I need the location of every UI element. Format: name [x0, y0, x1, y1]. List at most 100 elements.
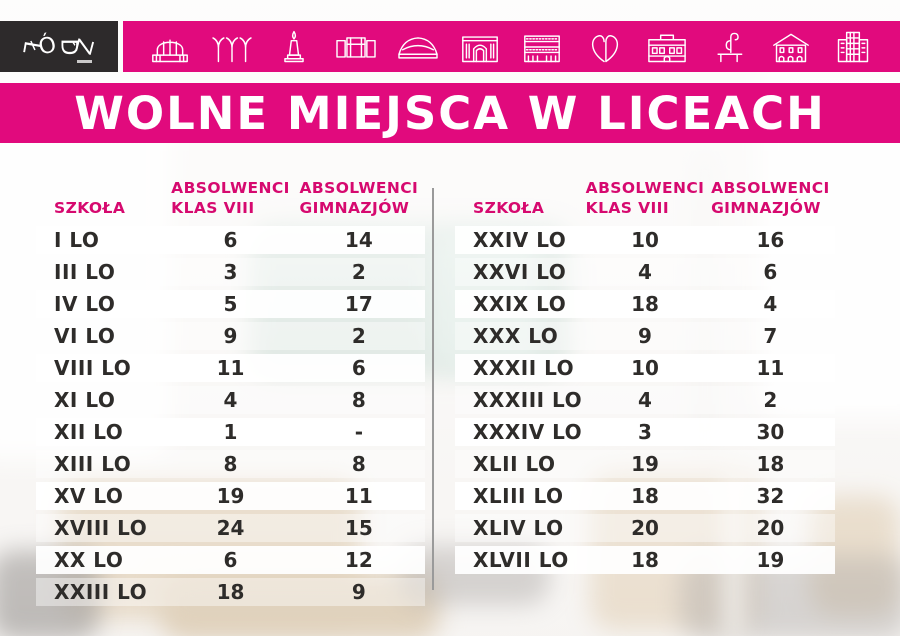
table-row: XXXIII LO 4 2: [455, 386, 835, 414]
bench-sculpture-icon: [706, 27, 752, 67]
cell-school: XXXIII LO: [473, 388, 583, 412]
cell-value: 6: [763, 260, 778, 284]
cell-value: 8: [351, 388, 366, 412]
cell-school: XLIII LO: [473, 484, 564, 508]
header-line: ABSOLWENCI: [585, 178, 705, 197]
table-row: XXXII LO 10 11: [455, 354, 835, 382]
cell-school: XII LO: [54, 420, 124, 444]
cell-value: 4: [223, 388, 238, 412]
lodz-logo-submark: [77, 60, 92, 63]
table-row: XXIV LO 10 16: [455, 226, 835, 254]
cell-value: 18: [631, 484, 659, 508]
table-row: XXXIV LO 3 30: [455, 418, 835, 446]
column-header-school: SZKOŁA: [473, 198, 545, 217]
cell-value: 19: [756, 548, 785, 572]
table-row: XLIII LO 18 32: [455, 482, 835, 510]
cell-value: 32: [756, 484, 785, 508]
table-row: XII LO 1 -: [36, 418, 425, 446]
cell-value: 4: [638, 388, 652, 412]
landmark-icons-banner: [123, 21, 900, 72]
cell-value: 2: [351, 260, 366, 284]
cell-value: 18: [756, 452, 785, 476]
heart-sculpture-icon: [582, 27, 628, 67]
table-row: III LO 3 2: [36, 258, 425, 286]
cell-value: 4: [763, 292, 778, 316]
table-divider: [432, 188, 434, 590]
header-line: ABSOLWENCI: [171, 178, 290, 197]
cell-school: VI LO: [54, 324, 116, 348]
left-table-rows: I LO 6 14 III LO 3 2 IV LO 5 17 VI LO 9 2 VIII LO 11 6…: [36, 226, 425, 606]
right-table-rows: XXIV LO 10 16 XXVI LO 4 6 XXIX LO 18 4 XXX LO 9 7 XX…: [455, 226, 835, 574]
cell-school: XXIX LO: [473, 292, 567, 316]
column-header-klas-viii: ABSOLWENCI KLAS VIII: [584, 178, 706, 218]
cell-school: XXIV LO: [473, 228, 567, 252]
table-row: XLVII LO 18 19: [455, 546, 835, 574]
header-line: GIMNAZJÓW: [711, 198, 821, 217]
cell-value: 1: [223, 420, 238, 444]
cell-value: 9: [223, 324, 238, 348]
table-row: I LO 6 14: [36, 226, 425, 254]
cell-value: 9: [638, 324, 652, 348]
table-row: XLIV LO 20 20: [455, 514, 835, 542]
layered-building-icon: [519, 27, 565, 67]
table-row: XXVI LO 4 6: [455, 258, 835, 286]
cell-school: XVIII LO: [54, 516, 148, 540]
palace-icon: [644, 27, 690, 67]
cell-school: XLII LO: [473, 452, 556, 476]
left-table-header: SZKOŁA ABSOLWENCI KLAS VIII ABSOLWENCI GIM…: [36, 144, 425, 226]
villa-icon: [768, 27, 814, 67]
market-hall-icon: [147, 27, 193, 67]
cell-school: XIII LO: [54, 452, 132, 476]
header-line: GIMNAZJÓW: [299, 198, 410, 217]
header-line: KLAS VIII: [585, 198, 670, 217]
table-row: XXIII LO 18 9: [36, 578, 425, 606]
right-table: SZKOŁA ABSOLWENCI KLAS VIII ABSOLWENCI GIM…: [455, 144, 835, 578]
column-header-school: SZKOŁA: [54, 198, 126, 217]
table-row: XLII LO 19 18: [455, 450, 835, 478]
cell-school: XX LO: [54, 548, 124, 572]
philharmonic-icon: [457, 27, 503, 67]
right-table-header: SZKOŁA ABSOLWENCI KLAS VIII ABSOLWENCI GIM…: [455, 144, 835, 226]
monument-icon: [271, 27, 317, 67]
cell-value: 18: [216, 580, 245, 604]
cell-school: I LO: [54, 228, 100, 252]
cell-value: 12: [344, 548, 373, 572]
column-header-klas-viii: ABSOLWENCI KLAS VIII: [168, 178, 292, 218]
cell-value: 20: [631, 516, 659, 540]
cell-value: 9: [351, 580, 366, 604]
cell-school: III LO: [54, 260, 116, 284]
cell-value: 4: [638, 260, 652, 284]
cell-value: 15: [344, 516, 373, 540]
left-table: SZKOŁA ABSOLWENCI KLAS VIII ABSOLWENCI GIM…: [36, 144, 425, 610]
modernist-building-icon: [333, 27, 379, 67]
cell-school: XXIII LO: [54, 580, 148, 604]
cell-school: XLIV LO: [473, 516, 564, 540]
cell-value: 3: [638, 420, 652, 444]
table-row: IV LO 5 17: [36, 290, 425, 318]
cell-value: 2: [763, 388, 778, 412]
cell-school: XLVII LO: [473, 548, 569, 572]
table-row: VIII LO 11 6: [36, 354, 425, 382]
cell-school: XI LO: [54, 388, 116, 412]
cell-school: XXXIV LO: [473, 420, 583, 444]
cell-school: IV LO: [54, 292, 116, 316]
cell-value: 7: [763, 324, 778, 348]
header-line: ABSOLWENCI: [299, 178, 419, 197]
column-header-gimnazjow: ABSOLWENCI GIMNAZJÓW: [293, 178, 425, 218]
cell-value: 16: [756, 228, 785, 252]
cell-value: 11: [756, 356, 785, 380]
cell-value: -: [354, 420, 363, 444]
table-row: XIII LO 8 8: [36, 450, 425, 478]
cell-value: 24: [216, 516, 245, 540]
station-canopy-icon: [209, 27, 255, 67]
page-title: WOLNE MIEJSCA W LICEACH: [74, 86, 826, 140]
cell-value: 3: [223, 260, 238, 284]
cell-value: 6: [223, 548, 238, 572]
table-row: XXX LO 9 7: [455, 322, 835, 350]
cell-school: XXX LO: [473, 324, 559, 348]
cell-school: VIII LO: [54, 356, 132, 380]
cell-value: 30: [756, 420, 785, 444]
